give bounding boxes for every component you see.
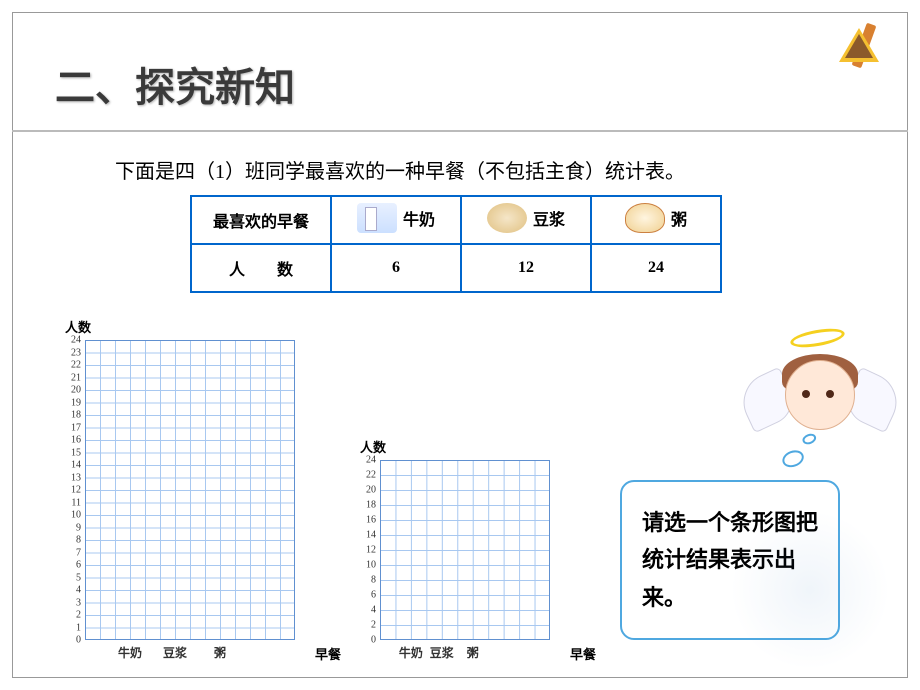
food-cell-milk: 牛奶	[331, 196, 461, 244]
grid-chart-right: 人数 早餐 024681012141618202224牛奶豆浆粥	[380, 460, 550, 640]
geometry-tools-icon	[835, 18, 890, 73]
y-tick-label: 23	[71, 347, 85, 358]
y-tick-label: 16	[366, 515, 380, 526]
y-tick-label: 18	[71, 410, 85, 421]
y-tick-label: 24	[366, 455, 380, 466]
y-tick-label: 10	[71, 510, 85, 521]
y-tick-label: 2	[371, 620, 380, 631]
x-tick-label: 粥	[467, 640, 479, 661]
milk-icon	[357, 203, 397, 233]
y-tick-label: 2	[76, 610, 85, 621]
count-cell: 6	[331, 244, 461, 292]
y-tick-label: 6	[76, 560, 85, 571]
y-tick-label: 0	[371, 635, 380, 646]
y-tick-label: 14	[71, 460, 85, 471]
y-tick-label: 16	[71, 435, 85, 446]
food-label: 豆浆	[533, 206, 565, 230]
y-tick-label: 0	[76, 635, 85, 646]
y-tick-label: 12	[366, 545, 380, 556]
count-cell: 12	[461, 244, 591, 292]
y-tick-label: 21	[71, 372, 85, 383]
y-tick-label: 1	[76, 622, 85, 633]
grid-chart-left: 人数 早餐 0123456789101112131415161718192021…	[85, 340, 295, 640]
y-tick-label: 24	[71, 335, 85, 346]
x-tick-label: 牛奶	[118, 640, 142, 661]
x-axis-title: 早餐	[315, 640, 341, 663]
food-label: 牛奶	[403, 206, 435, 230]
y-tick-label: 4	[76, 585, 85, 596]
y-tick-label: 6	[371, 590, 380, 601]
table-row: 人 数 6 12 24	[191, 244, 721, 292]
y-tick-label: 10	[366, 560, 380, 571]
row-header-foods: 最喜欢的早餐	[191, 196, 331, 244]
y-tick-label: 3	[76, 597, 85, 608]
food-label: 粥	[671, 206, 687, 230]
x-tick-label: 豆浆	[163, 640, 187, 661]
x-tick-label: 粥	[214, 640, 226, 661]
food-cell-soymilk: 豆浆	[461, 196, 591, 244]
table-row: 最喜欢的早餐 牛奶 豆浆 粥	[191, 196, 721, 244]
section-heading: 二、探究新知	[55, 55, 295, 113]
y-tick-label: 11	[71, 497, 85, 508]
breakfast-table: 最喜欢的早餐 牛奶 豆浆 粥 人 数 6 12 24	[190, 195, 722, 293]
y-tick-label: 19	[71, 397, 85, 408]
x-tick-label: 牛奶	[399, 640, 423, 661]
grid-border	[380, 460, 550, 640]
y-tick-label: 20	[366, 485, 380, 496]
y-tick-label: 17	[71, 422, 85, 433]
y-tick-label: 5	[76, 572, 85, 583]
food-cell-porridge: 粥	[591, 196, 721, 244]
y-tick-label: 7	[76, 547, 85, 558]
y-tick-label: 18	[366, 500, 380, 511]
y-tick-label: 22	[71, 360, 85, 371]
soymilk-icon	[487, 203, 527, 233]
y-tick-label: 9	[76, 522, 85, 533]
divider	[12, 130, 908, 132]
angel-mascot-icon	[760, 340, 890, 470]
y-tick-label: 4	[371, 605, 380, 616]
intro-text: 下面是四（1）班同学最喜欢的一种早餐（不包括主食）统计表。	[115, 155, 685, 184]
row-header-count: 人 数	[191, 244, 331, 292]
x-tick-label: 豆浆	[430, 640, 454, 661]
y-tick-label: 22	[366, 470, 380, 481]
y-tick-label: 8	[76, 535, 85, 546]
count-cell: 24	[591, 244, 721, 292]
x-axis-title: 早餐	[570, 640, 596, 663]
watermark-icon	[730, 510, 890, 670]
grid-border	[85, 340, 295, 640]
y-tick-label: 12	[71, 485, 85, 496]
y-tick-label: 14	[366, 530, 380, 541]
y-tick-label: 13	[71, 472, 85, 483]
y-tick-label: 20	[71, 385, 85, 396]
y-tick-label: 15	[71, 447, 85, 458]
porridge-icon	[625, 203, 665, 233]
y-tick-label: 8	[371, 575, 380, 586]
